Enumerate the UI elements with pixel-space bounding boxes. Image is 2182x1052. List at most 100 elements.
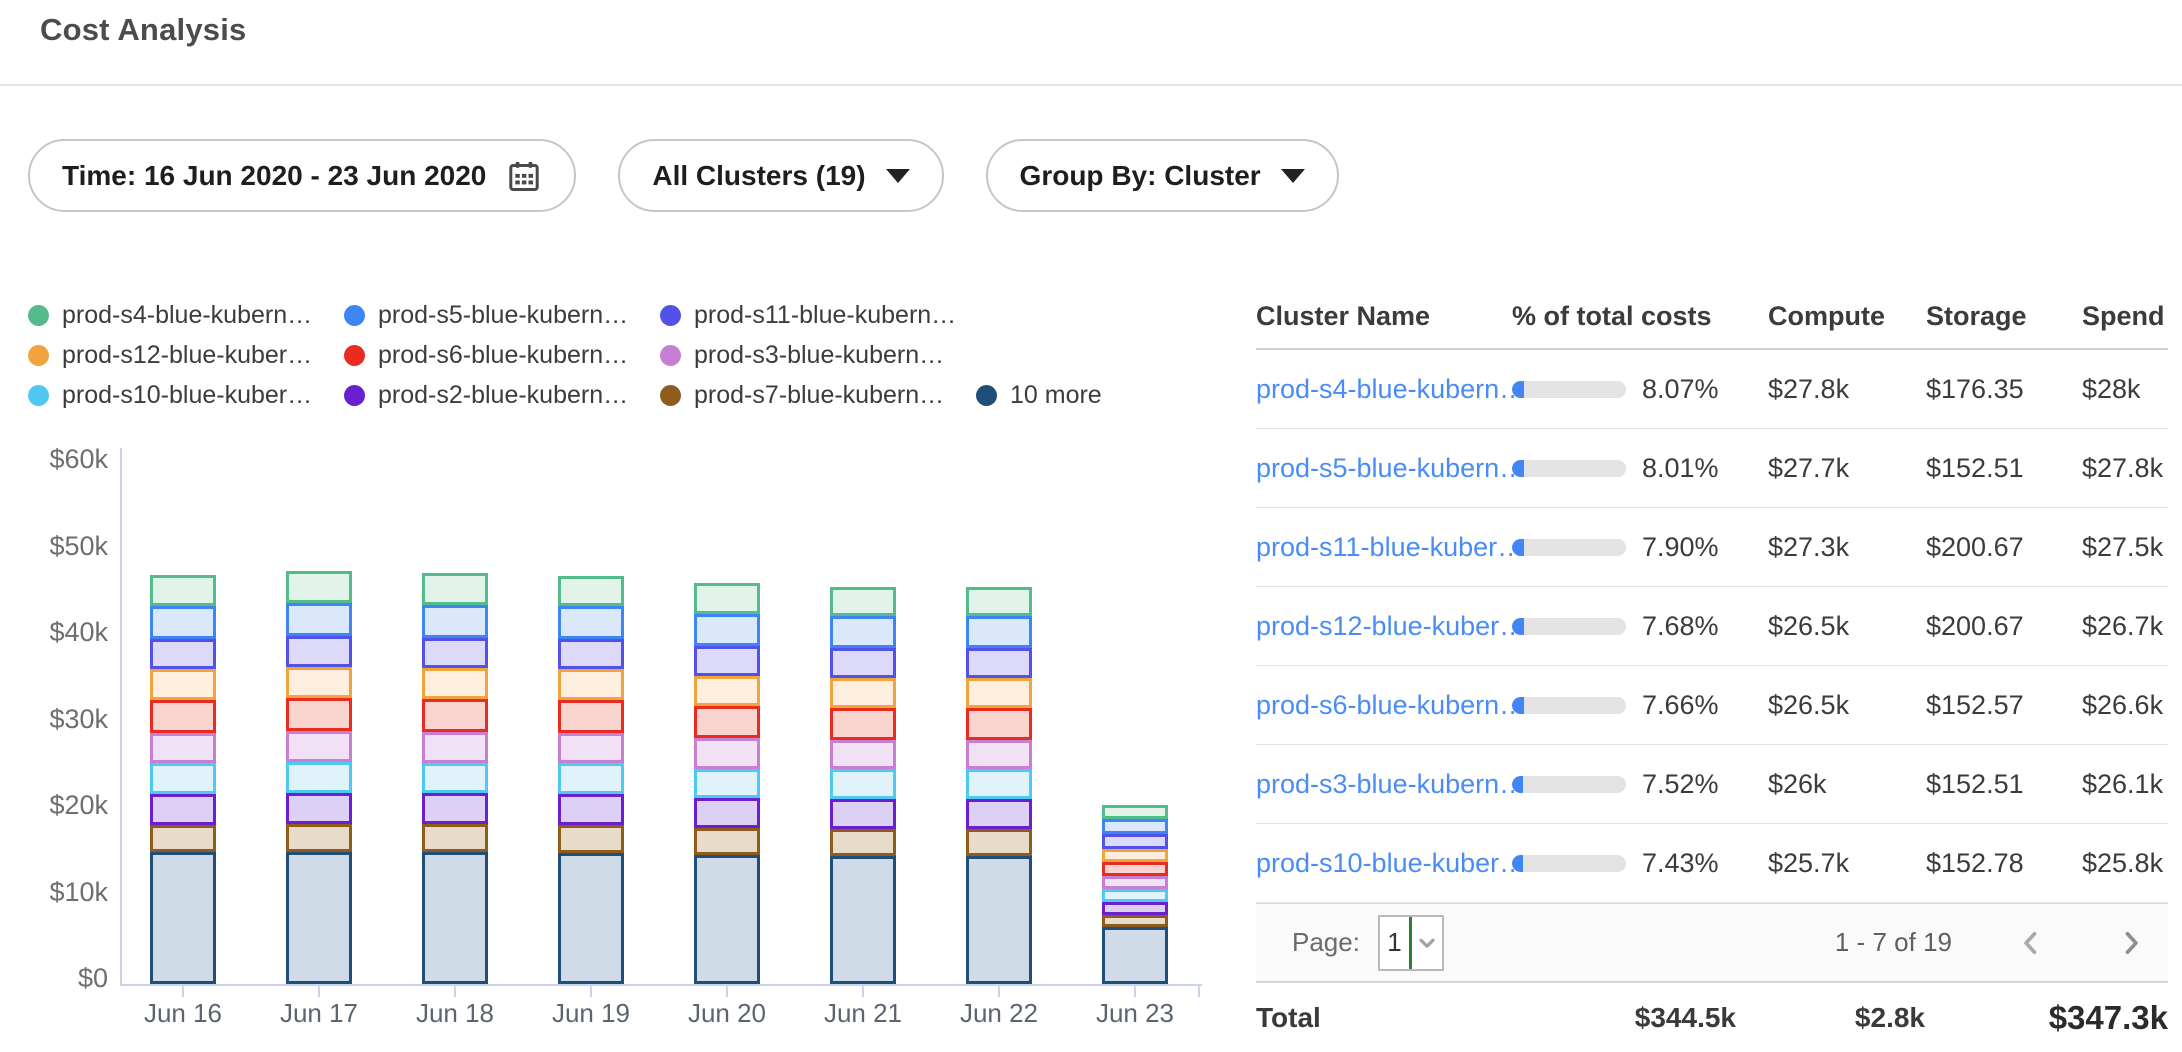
bar-segment[interactable]	[830, 740, 896, 770]
bar-segment[interactable]	[286, 571, 352, 604]
bar-segment[interactable]	[286, 698, 352, 732]
bar-segment[interactable]	[966, 855, 1032, 984]
bar-segment[interactable]	[1102, 804, 1168, 819]
cluster-name-link[interactable]: prod-s6-blue-kubern…	[1256, 689, 1527, 720]
bar-segment[interactable]	[422, 823, 488, 852]
legend-item[interactable]: 10 more	[976, 381, 1102, 410]
bar-segment[interactable]	[150, 763, 216, 794]
page-select[interactable]: 1	[1377, 914, 1444, 971]
bar-segment[interactable]	[966, 798, 1032, 830]
bar-segment[interactable]	[694, 706, 760, 739]
legend-item[interactable]: prod-s12-blue-kuber…	[28, 341, 344, 370]
bar-segment[interactable]	[558, 606, 624, 639]
bar-segment[interactable]	[694, 855, 760, 984]
bar-segment[interactable]	[966, 740, 1032, 770]
bar-segment[interactable]	[150, 733, 216, 764]
bar-segment[interactable]	[422, 573, 488, 606]
bar-segment[interactable]	[830, 798, 896, 830]
bar-segment[interactable]	[422, 638, 488, 669]
legend-item[interactable]: prod-s7-blue-kubern…	[660, 381, 976, 410]
bar-segment[interactable]	[286, 603, 352, 637]
bar-segment[interactable]	[286, 823, 352, 852]
bar-segment[interactable]	[966, 708, 1032, 741]
bar-segment[interactable]	[286, 762, 352, 793]
bar-segment[interactable]	[422, 668, 488, 700]
bar-segment[interactable]	[286, 636, 352, 668]
legend-item[interactable]: prod-s2-blue-kubern…	[344, 381, 660, 410]
bar-segment[interactable]	[286, 731, 352, 763]
bar-segment[interactable]	[150, 669, 216, 701]
bar-segment[interactable]	[830, 829, 896, 856]
cluster-name-link[interactable]: prod-s3-blue-kubern…	[1256, 768, 1527, 799]
bar-segment[interactable]	[286, 667, 352, 699]
bar-segment[interactable]	[694, 828, 760, 856]
bar-segment[interactable]	[1102, 901, 1168, 915]
clusters-filter-button[interactable]: All Clusters (19)	[618, 139, 944, 212]
bar-segment[interactable]	[1102, 818, 1168, 835]
bar-segment[interactable]	[422, 605, 488, 639]
bar-segment[interactable]	[830, 769, 896, 799]
bar-segment[interactable]	[150, 793, 216, 825]
bar-segment[interactable]	[558, 733, 624, 764]
bar-segment[interactable]	[966, 829, 1032, 856]
legend-item[interactable]: prod-s4-blue-kubern…	[28, 301, 344, 330]
bar-segment[interactable]	[830, 677, 896, 709]
bar-segment[interactable]	[150, 574, 216, 606]
bar-segment[interactable]	[150, 700, 216, 734]
bar-segment[interactable]	[558, 763, 624, 794]
bar-segment[interactable]	[694, 613, 760, 646]
legend-item[interactable]: prod-s5-blue-kubern…	[344, 301, 660, 330]
cluster-name-link[interactable]: prod-s4-blue-kubern…	[1256, 373, 1527, 404]
bar-segment[interactable]	[966, 769, 1032, 799]
bar-segment[interactable]	[1102, 834, 1168, 850]
bar-segment[interactable]	[830, 586, 896, 617]
legend-item[interactable]: prod-s6-blue-kubern…	[344, 341, 660, 370]
bar-segment[interactable]	[694, 768, 760, 798]
bar-segment[interactable]	[422, 792, 488, 824]
bar-segment[interactable]	[1102, 849, 1168, 863]
bar-segment[interactable]	[1102, 875, 1168, 889]
bar-segment[interactable]	[558, 824, 624, 853]
bar-segment[interactable]	[1102, 888, 1168, 902]
bar-segment[interactable]	[830, 708, 896, 741]
bar-segment[interactable]	[150, 852, 216, 984]
bar-segment[interactable]	[558, 669, 624, 701]
bar-segment[interactable]	[558, 852, 624, 985]
bar-segment[interactable]	[422, 732, 488, 763]
cluster-name-link[interactable]: prod-s5-blue-kubern…	[1256, 452, 1527, 483]
bar-segment[interactable]	[422, 762, 488, 793]
bar-segment[interactable]	[830, 616, 896, 649]
bar-segment[interactable]	[694, 738, 760, 769]
next-page-button[interactable]	[2110, 922, 2152, 964]
cluster-name-link[interactable]: prod-s11-blue-kuber…	[1256, 531, 1525, 562]
bar-segment[interactable]	[422, 851, 488, 984]
bar-segment[interactable]	[966, 648, 1032, 678]
bar-segment[interactable]	[966, 586, 1032, 617]
bar-segment[interactable]	[966, 677, 1032, 709]
bar-segment[interactable]	[830, 855, 896, 984]
cluster-name-link[interactable]: prod-s12-blue-kuber…	[1256, 610, 1527, 641]
legend-item[interactable]: prod-s3-blue-kubern…	[660, 341, 944, 370]
bar-segment[interactable]	[558, 700, 624, 734]
time-range-filter-button[interactable]: Time: 16 Jun 2020 - 23 Jun 2020	[28, 139, 577, 212]
bar-segment[interactable]	[1102, 914, 1168, 927]
bar-segment[interactable]	[966, 616, 1032, 649]
bar-segment[interactable]	[694, 582, 760, 614]
legend-item[interactable]: prod-s10-blue-kuber…	[28, 381, 344, 410]
bar-segment[interactable]	[286, 792, 352, 824]
bar-segment[interactable]	[558, 638, 624, 670]
bar-segment[interactable]	[1102, 926, 1168, 984]
previous-page-button[interactable]	[2010, 922, 2052, 964]
cluster-name-link[interactable]: prod-s10-blue-kuber…	[1256, 847, 1527, 878]
bar-segment[interactable]	[558, 793, 624, 825]
bar-segment[interactable]	[694, 645, 760, 677]
legend-item[interactable]: prod-s11-blue-kubern…	[660, 301, 956, 330]
bar-segment[interactable]	[694, 676, 760, 707]
bar-segment[interactable]	[286, 851, 352, 984]
bar-segment[interactable]	[422, 699, 488, 733]
bar-segment[interactable]	[150, 605, 216, 639]
bar-segment[interactable]	[150, 824, 216, 853]
group-by-filter-button[interactable]: Group By: Cluster	[985, 139, 1339, 212]
bar-segment[interactable]	[1102, 862, 1168, 876]
bar-segment[interactable]	[694, 798, 760, 829]
